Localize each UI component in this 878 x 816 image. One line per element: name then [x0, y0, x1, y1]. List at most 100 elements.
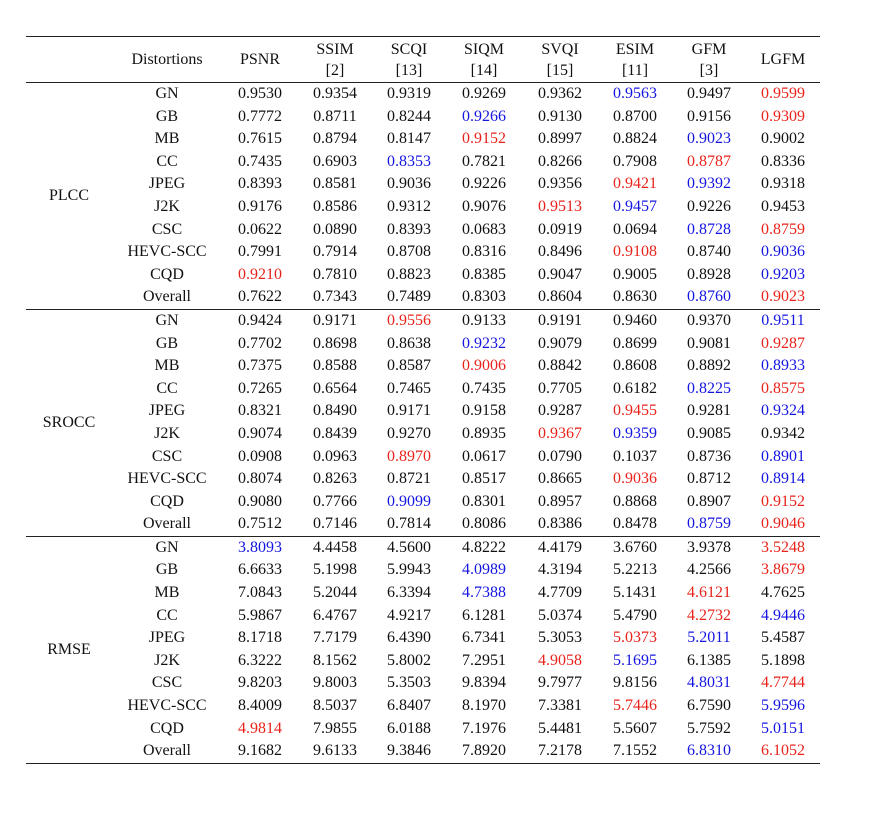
value-cell: 0.8496: [538, 243, 582, 261]
value-cell: 8.1562: [313, 651, 357, 669]
header-col-scqi: SCQI [13]: [372, 37, 446, 83]
value-cell: 0.8638: [387, 334, 431, 352]
value-cell: 0.7435: [238, 152, 282, 170]
value-cell: 0.8708: [387, 243, 431, 261]
table-row: SROCC GN 0.9424 0.9171 0.9556 0.9133 0.9191 0.9…: [26, 309, 820, 431]
value-cell: 0.9354: [313, 85, 357, 102]
value-cell: 0.7914: [313, 243, 357, 261]
value-cell: 0.9319: [387, 85, 431, 102]
value-cell: 0.9511: [761, 311, 805, 329]
distortion-label: Overall: [143, 288, 191, 306]
value-cell: 0.8581: [313, 175, 357, 193]
table-header: Distortions PSNR SSIM [2] SCQI [13] SIQM [1…: [26, 36, 820, 83]
header-col-ref: [14]: [470, 61, 498, 79]
results-table: Distortions PSNR SSIM [2] SCQI [13] SIQM [1…: [26, 36, 820, 764]
value-cell: 9.8203: [238, 674, 282, 692]
value-cell: 0.0890: [313, 220, 357, 238]
value-cell: 0.9152: [462, 130, 506, 148]
value-cell: 7.2178: [538, 742, 582, 760]
header-col-siqm: SIQM [14]: [446, 37, 522, 83]
value-cell: 4.4179: [538, 538, 582, 556]
value-cell: 4.9058: [538, 651, 582, 669]
header-row: Distortions PSNR SSIM [2] SCQI [13] SIQM [1…: [26, 37, 820, 83]
metric-label: SROCC: [42, 413, 96, 431]
value-cell: 0.7821: [462, 152, 506, 170]
distortion-label: CQD: [150, 719, 184, 737]
value-cell: 0.9281: [687, 402, 731, 420]
value-cell: 0.0694: [613, 220, 657, 238]
value-cell: 0.0919: [538, 220, 582, 238]
value-cell: 0.9599: [761, 85, 805, 102]
value-cell: 4.2566: [687, 561, 731, 579]
table-row: HEVC-SCC 0.8074 0.8263 0.8721 0.8517 0.8665 0.…: [26, 468, 820, 491]
table-row: MB 7.0843 5.2044 6.3394 4.7388 4.7709 5.1431 4.…: [26, 582, 820, 605]
value-cell: 0.9108: [613, 243, 657, 261]
header-col-name: SIQM: [463, 40, 504, 58]
value-cell: 8.4009: [238, 697, 282, 715]
value-cell: 0.8665: [538, 470, 582, 488]
value-cell: 0.9287: [761, 334, 805, 352]
value-cell: 0.8586: [313, 197, 357, 215]
value-cell: 0.7702: [238, 334, 282, 352]
value-cell: 5.4481: [538, 719, 582, 737]
table-row: JPEG 0.8393 0.8581 0.9036 0.9226 0.9356 0.9421…: [26, 173, 820, 196]
distortion-label: CC: [156, 379, 178, 397]
value-cell: 8.1970: [462, 697, 506, 715]
value-cell: 0.0790: [538, 447, 582, 465]
distortion-label: HEVC-SCC: [127, 243, 207, 261]
value-cell: 0.9318: [761, 175, 805, 193]
value-cell: 0.7435: [462, 379, 506, 397]
value-cell: 5.1898: [761, 651, 805, 669]
value-cell: 4.8031: [687, 674, 731, 692]
distortion-label: CSC: [151, 220, 183, 238]
value-cell: 0.9130: [538, 107, 582, 125]
value-cell: 4.7744: [761, 674, 805, 692]
table-row: CQD 0.9210 0.7810 0.8823 0.8385 0.9047 0.9005 0…: [26, 264, 820, 287]
value-cell: 0.9036: [613, 470, 657, 488]
value-cell: 0.7766: [313, 492, 357, 510]
table-row: CSC 0.0622 0.0890 0.8393 0.0683 0.0919 0.0694 0…: [26, 219, 820, 242]
value-cell: 4.8222: [462, 538, 506, 556]
value-cell: 4.9217: [387, 606, 431, 624]
value-cell: 0.9460: [613, 311, 657, 329]
value-cell: 0.9023: [687, 130, 731, 148]
table-row: CQD 0.9080 0.7766 0.9099 0.8301 0.8957 0.8868 0…: [26, 491, 820, 514]
value-cell: 3.9378: [687, 538, 731, 556]
value-cell: 0.9359: [613, 424, 657, 442]
value-cell: 6.8310: [687, 742, 731, 760]
value-cell: 5.7446: [613, 697, 657, 715]
value-cell: 0.8740: [687, 243, 731, 261]
table-row: Overall 9.1682 9.6133 9.3846 7.8920 7.2178 7.1…: [26, 740, 820, 763]
value-cell: 0.8393: [238, 175, 282, 193]
value-cell: 0.7465: [387, 379, 431, 397]
value-cell: 0.9080: [238, 492, 282, 510]
distortion-label: CQD: [150, 492, 184, 510]
value-cell: 0.8759: [687, 515, 731, 533]
table-row: GB 0.7702 0.8698 0.8638 0.9232 0.9079 0.8699 0.…: [26, 333, 820, 356]
value-cell: 0.9076: [462, 197, 506, 215]
group-plcc: PLCC GN 0.9530 0.9354 0.9319 0.9269 0.9362 0.95…: [26, 83, 820, 310]
value-cell: 0.8263: [313, 470, 357, 488]
value-cell: 3.5248: [761, 538, 805, 556]
value-cell: 0.1037: [613, 447, 657, 465]
value-cell: 0.8225: [687, 379, 731, 397]
value-cell: 0.9424: [238, 311, 282, 329]
value-cell: 0.8728: [687, 220, 731, 238]
value-cell: 0.8630: [613, 288, 657, 306]
value-cell: 4.3194: [538, 561, 582, 579]
value-cell: 0.9171: [313, 311, 357, 329]
value-cell: 0.9046: [761, 515, 805, 533]
value-cell: 3.8679: [761, 561, 805, 579]
value-cell: 6.8407: [387, 697, 431, 715]
table-row: MB 0.7375 0.8588 0.8587 0.9006 0.8842 0.8608 0.…: [26, 355, 820, 378]
value-cell: 0.8699: [613, 334, 657, 352]
metric-label: RMSE: [47, 640, 91, 658]
value-cell: 0.9210: [238, 265, 282, 283]
value-cell: 0.9455: [613, 402, 657, 420]
value-cell: 0.6564: [313, 379, 357, 397]
value-cell: 5.3503: [387, 674, 431, 692]
table-row: PLCC GN 0.9530 0.9354 0.9319 0.9269 0.9362 0.95…: [26, 83, 820, 204]
value-cell: 5.2213: [613, 561, 657, 579]
header-col-name: SCQI: [390, 40, 428, 58]
value-cell: 9.8156: [613, 674, 657, 692]
